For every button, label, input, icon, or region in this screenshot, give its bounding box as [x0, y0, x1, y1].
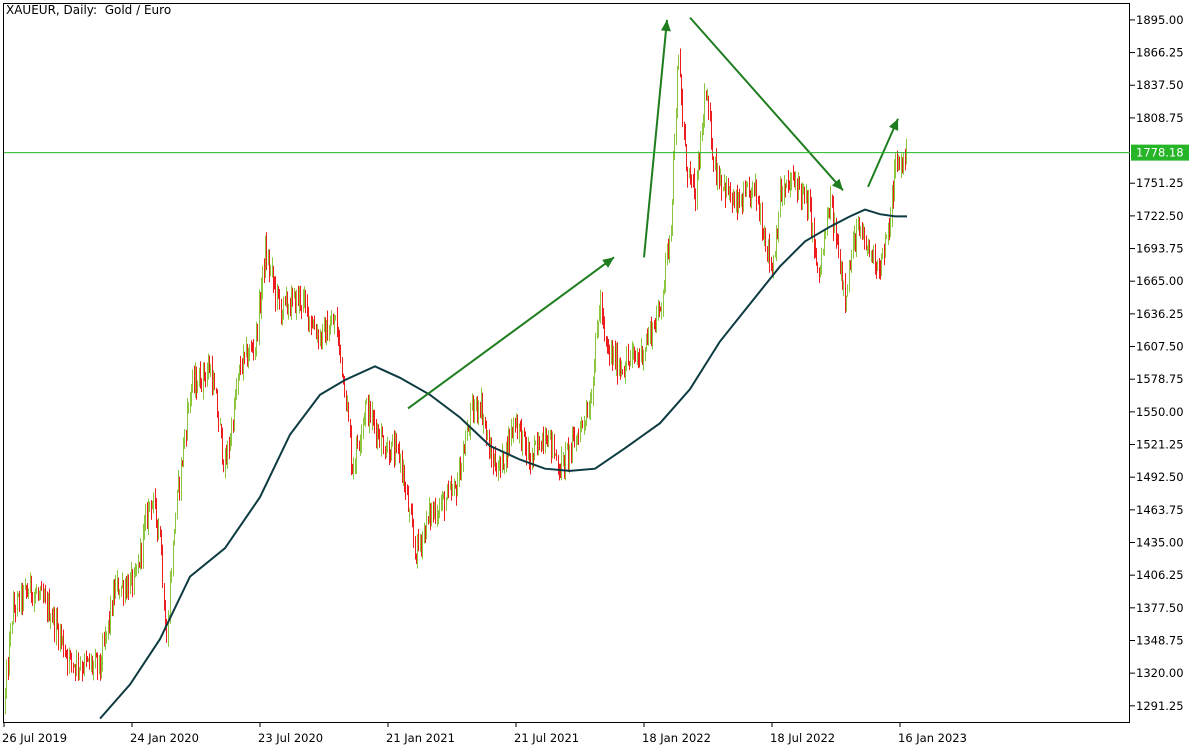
y-axis: 1895.00 1866.25 1837.50 1808.75 1751.25 1722.… [1130, 13, 1184, 713]
x-tick-label: 26 Jul 2019 [2, 731, 67, 745]
chart-title: XAUEUR, Daily: Gold / Euro [6, 3, 172, 17]
y-tick-label: 1895.00 [1136, 13, 1184, 27]
trend-arrow [643, 19, 668, 258]
y-tick-label: 1463.75 [1136, 503, 1184, 517]
y-tick-label: 1406.25 [1136, 568, 1184, 582]
candles-group [5, 48, 907, 715]
x-tick-label: 18 Jan 2022 [642, 731, 711, 745]
moving-average-group [99, 208, 907, 720]
plot-frame [3, 3, 1130, 723]
y-tick-label: 1808.75 [1136, 111, 1184, 125]
x-tick-label: 23 Jul 2020 [258, 731, 323, 745]
x-tick-label: 21 Jan 2021 [386, 731, 455, 745]
y-tick-label: 1377.50 [1136, 601, 1184, 615]
current-price-label: 1778.18 [1136, 146, 1184, 160]
trend-arrow-head [602, 257, 614, 268]
y-tick-label: 1837.50 [1136, 78, 1184, 92]
y-tick-label: 1636.25 [1136, 307, 1184, 321]
y-tick-label: 1578.75 [1136, 372, 1184, 386]
y-tick-label: 1693.75 [1136, 242, 1184, 256]
moving-average-line [99, 208, 907, 720]
y-tick-label: 1665.00 [1136, 274, 1184, 288]
x-tick-label: 16 Jan 2023 [898, 731, 967, 745]
x-tick-label: 21 Jul 2021 [514, 731, 579, 745]
trend-arrows-group [407, 16, 899, 410]
trend-arrow [689, 16, 844, 191]
trend-arrow [407, 256, 615, 410]
y-tick-label: 1607.50 [1136, 340, 1184, 354]
x-tick-label: 18 Jul 2022 [770, 731, 835, 745]
y-tick-label: 1492.50 [1136, 470, 1184, 484]
y-tick-label: 1751.25 [1136, 176, 1184, 190]
y-tick-label: 1291.25 [1136, 699, 1184, 713]
x-tick-label: 24 Jan 2020 [130, 731, 199, 745]
trend-arrow-head [660, 19, 671, 32]
price-line-group: 1778.18 [4, 144, 1189, 161]
y-tick-label: 1348.75 [1136, 633, 1184, 647]
y-tick-label: 1521.25 [1136, 438, 1184, 452]
y-tick-label: 1866.25 [1136, 46, 1184, 60]
trend-arrow-head [888, 118, 899, 131]
x-axis: 26 Jul 2019 24 Jan 2020 23 Jul 2020 21 Jan … [2, 722, 967, 745]
trend-arrow-head [831, 178, 843, 191]
y-tick-label: 1550.00 [1136, 405, 1184, 419]
y-tick-label: 1722.50 [1136, 209, 1184, 223]
y-tick-label: 1435.00 [1136, 536, 1184, 550]
current-price-tag [1131, 144, 1189, 161]
y-tick-label: 1320.00 [1136, 666, 1184, 680]
